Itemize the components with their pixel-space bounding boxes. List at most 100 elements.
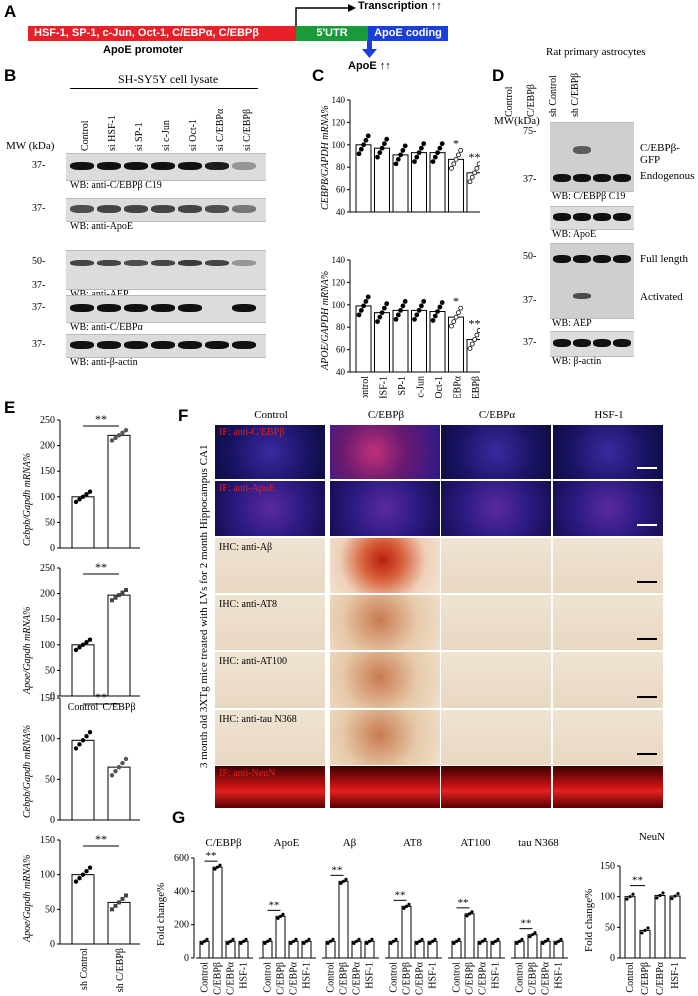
data-point xyxy=(331,937,335,941)
data-point xyxy=(80,642,86,647)
data-point xyxy=(363,299,369,304)
y-tick-label: 100 xyxy=(600,892,615,903)
data-point xyxy=(73,499,79,505)
blot-band xyxy=(205,162,229,170)
y-tick-label: 600 xyxy=(174,853,189,864)
y-tick-label: 200 xyxy=(40,589,55,600)
blot-band xyxy=(553,213,571,221)
data-point xyxy=(483,937,487,941)
mw-marker: 37- xyxy=(32,160,46,171)
data-point xyxy=(113,595,118,600)
bar xyxy=(107,594,131,697)
blot-band xyxy=(593,174,611,182)
data-point xyxy=(469,174,475,180)
data-point xyxy=(451,161,457,167)
data-point xyxy=(412,316,417,322)
data-point xyxy=(205,937,209,941)
micrograph-cell xyxy=(553,595,663,650)
data-point xyxy=(120,760,125,766)
data-point xyxy=(419,145,424,151)
data-point xyxy=(84,734,89,739)
x-tick-label: HSF-1 xyxy=(428,962,439,989)
data-point xyxy=(326,941,330,945)
x-tick-label: Control xyxy=(360,376,371,398)
data-point xyxy=(87,865,93,870)
data-point xyxy=(113,435,118,441)
lane-label: Control xyxy=(504,86,515,117)
data-point xyxy=(432,313,438,319)
blot-band xyxy=(151,205,175,213)
data-point xyxy=(393,316,399,322)
blot-band xyxy=(124,162,148,170)
data-point xyxy=(84,492,89,497)
column-header: Control xyxy=(254,409,288,421)
scale-bar xyxy=(637,524,657,526)
data-point xyxy=(382,141,387,147)
y-tick-label: 150 xyxy=(40,466,55,477)
micrograph-cell xyxy=(330,595,440,650)
blot-band xyxy=(553,174,571,182)
data-point xyxy=(402,299,408,304)
blot-band xyxy=(178,341,202,349)
data-point xyxy=(454,939,459,943)
x-tick-label: C/EBPα xyxy=(289,961,300,995)
bar xyxy=(71,739,95,821)
x-tick-label: sh C/EBPβ xyxy=(115,948,126,992)
wb-label: WB: anti-C/EBPβ C19 xyxy=(70,180,162,191)
data-point xyxy=(77,645,82,650)
data-point xyxy=(328,939,333,943)
blot-band-activated xyxy=(573,293,591,299)
y-tick-label: 250 xyxy=(40,563,55,574)
x-tick-label: HSF-1 xyxy=(491,962,502,989)
data-point xyxy=(420,937,424,941)
stain-label: IHC: anti-tau N368 xyxy=(219,714,297,725)
bar xyxy=(624,896,636,959)
y-tick-label: 100 xyxy=(332,300,346,310)
data-point xyxy=(395,156,401,162)
blot-band xyxy=(232,260,256,266)
x-tick-label: HSF-1 xyxy=(365,962,376,989)
x-tick-label: C/EBPα xyxy=(478,961,489,995)
transcription-arrow xyxy=(295,4,356,26)
micrograph-cell xyxy=(441,595,551,650)
blot-strip xyxy=(66,250,266,290)
data-point xyxy=(515,941,519,945)
bar xyxy=(527,934,538,959)
significance-label: ** xyxy=(95,412,107,426)
data-point xyxy=(244,937,248,941)
data-point xyxy=(467,346,473,351)
panel-b-title: SH-SY5Y cell lysate xyxy=(118,72,219,86)
mw-marker: 75- xyxy=(523,126,537,137)
data-point xyxy=(84,869,89,874)
y-tick-label: 150 xyxy=(40,614,55,625)
blot-band xyxy=(232,205,256,213)
data-point xyxy=(84,640,89,645)
data-point xyxy=(356,151,362,157)
data-point xyxy=(556,939,561,943)
micrograph-cell xyxy=(441,538,551,593)
panel-d-title: Rat primary astrocytes xyxy=(546,46,646,58)
data-point xyxy=(457,937,461,941)
y-tick-label: 50 xyxy=(45,665,55,676)
data-point xyxy=(530,933,535,937)
data-point xyxy=(658,893,662,898)
bar xyxy=(338,880,349,959)
significance-label: ** xyxy=(469,317,481,331)
blot-band xyxy=(178,205,202,213)
data-point xyxy=(449,323,454,329)
x-tick-label: C/EBPβ xyxy=(103,702,136,713)
panel-label-d: D xyxy=(492,66,505,85)
blot-band xyxy=(151,341,175,349)
significance-label: ** xyxy=(332,864,343,876)
micrograph-cell xyxy=(441,652,551,708)
micrograph-cell xyxy=(330,766,440,808)
data-point xyxy=(478,941,482,945)
data-point xyxy=(358,307,364,313)
data-point xyxy=(439,141,445,147)
panel-label-a: A xyxy=(4,2,17,21)
blot-band xyxy=(573,213,591,221)
x-tick-label: C/EBPβ xyxy=(339,962,350,995)
y-tick-label: 150 xyxy=(600,861,615,872)
data-point xyxy=(469,341,475,347)
data-point xyxy=(398,307,403,313)
